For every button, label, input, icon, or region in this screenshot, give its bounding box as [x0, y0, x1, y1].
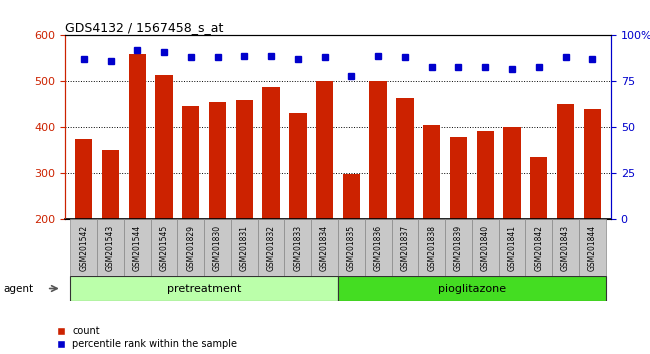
Text: GSM201544: GSM201544 — [133, 225, 142, 271]
Bar — [97, 219, 124, 276]
Bar — [476, 131, 494, 219]
Text: GSM201840: GSM201840 — [481, 225, 489, 271]
Text: pretreatment: pretreatment — [167, 284, 241, 293]
Text: GDS4132 / 1567458_s_at: GDS4132 / 1567458_s_at — [65, 21, 224, 34]
Bar — [450, 137, 467, 219]
Bar — [204, 219, 231, 276]
Bar — [289, 113, 307, 219]
Bar — [499, 219, 525, 276]
Text: GSM201842: GSM201842 — [534, 225, 543, 271]
Bar — [530, 157, 547, 219]
Bar — [155, 74, 173, 219]
Bar — [177, 219, 204, 276]
Bar — [285, 219, 311, 276]
Text: GSM201841: GSM201841 — [508, 225, 517, 271]
Bar — [231, 219, 257, 276]
Bar — [70, 276, 338, 301]
Bar — [124, 219, 151, 276]
Bar — [75, 139, 92, 219]
Bar — [235, 100, 253, 219]
Text: GSM201542: GSM201542 — [79, 225, 88, 271]
Bar — [70, 219, 97, 276]
Bar — [552, 219, 579, 276]
Text: GSM201831: GSM201831 — [240, 225, 249, 271]
Bar — [419, 219, 445, 276]
Bar — [129, 54, 146, 219]
Bar — [369, 81, 387, 219]
Bar — [263, 87, 280, 219]
Bar — [338, 276, 606, 301]
Text: GSM201833: GSM201833 — [293, 225, 302, 271]
Legend: count, percentile rank within the sample: count, percentile rank within the sample — [57, 326, 237, 349]
Bar — [472, 219, 499, 276]
Bar — [525, 219, 552, 276]
Text: GSM201837: GSM201837 — [400, 225, 410, 271]
Bar — [445, 219, 472, 276]
Text: GSM201844: GSM201844 — [588, 225, 597, 271]
Bar — [311, 219, 338, 276]
Bar — [338, 219, 365, 276]
Text: pioglitazone: pioglitazone — [437, 284, 506, 293]
Bar — [503, 127, 521, 219]
Bar — [151, 219, 177, 276]
Bar — [557, 103, 574, 219]
Bar — [391, 219, 419, 276]
Bar — [102, 150, 119, 219]
Text: GSM201543: GSM201543 — [106, 225, 115, 271]
Text: GSM201830: GSM201830 — [213, 225, 222, 271]
Text: GSM201838: GSM201838 — [427, 225, 436, 271]
Bar — [209, 102, 226, 219]
Bar — [316, 81, 333, 219]
Bar — [396, 97, 413, 219]
Text: GSM201545: GSM201545 — [159, 225, 168, 271]
Text: GSM201836: GSM201836 — [374, 225, 383, 271]
Text: GSM201829: GSM201829 — [187, 225, 195, 271]
Text: agent: agent — [3, 284, 33, 293]
Text: GSM201835: GSM201835 — [347, 225, 356, 271]
Text: GSM201834: GSM201834 — [320, 225, 329, 271]
Bar — [584, 109, 601, 219]
Bar — [343, 175, 360, 219]
Text: GSM201839: GSM201839 — [454, 225, 463, 271]
Bar — [365, 219, 391, 276]
Bar — [579, 219, 606, 276]
Bar — [257, 219, 285, 276]
Bar — [423, 125, 441, 219]
Text: GSM201843: GSM201843 — [561, 225, 570, 271]
Text: GSM201832: GSM201832 — [266, 225, 276, 271]
Bar — [182, 106, 200, 219]
